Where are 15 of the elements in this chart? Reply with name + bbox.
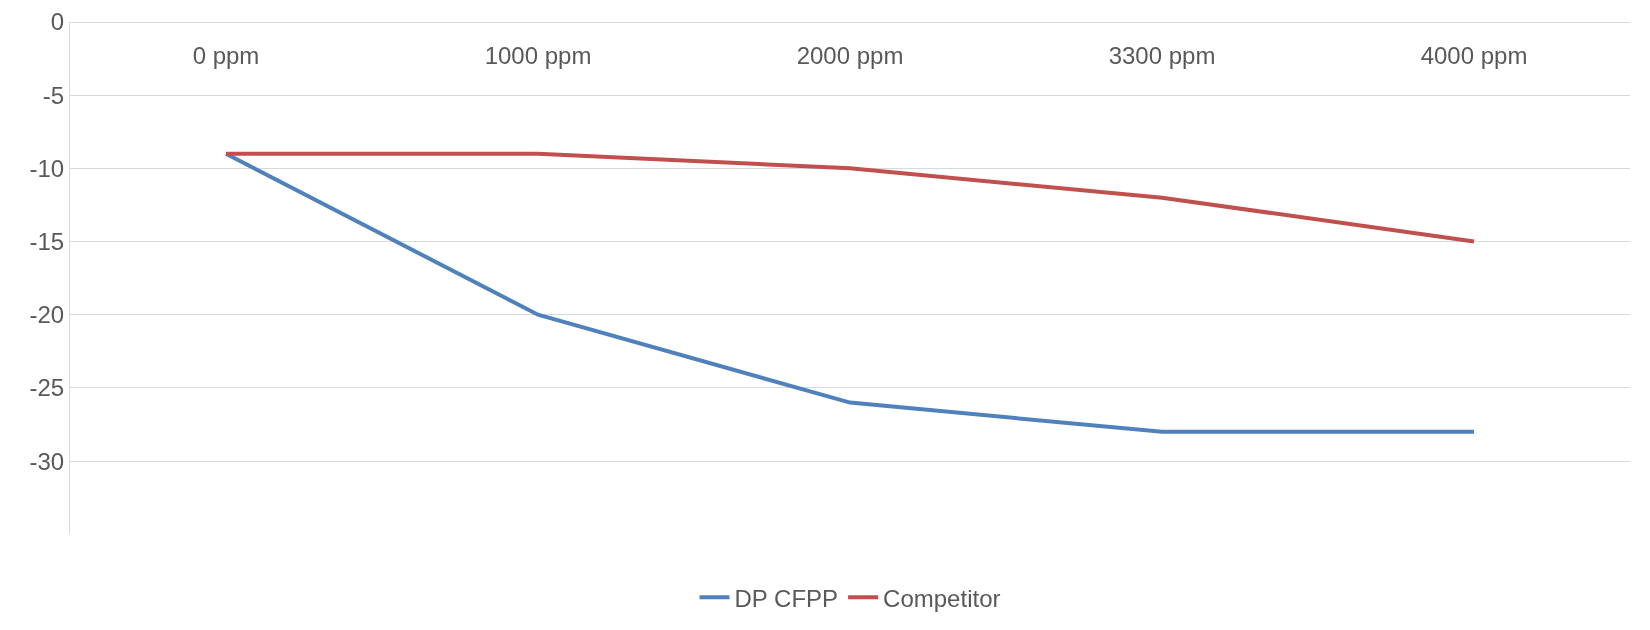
- y-tick-label: -30: [29, 447, 65, 475]
- y-tick-label: 0: [50, 8, 65, 36]
- line-series: [224, 151, 1476, 244]
- x-tick-label: 4000 ppm: [1420, 41, 1528, 69]
- y-tick-label: -20: [29, 301, 65, 329]
- x-tick-label: 0 ppm: [192, 41, 260, 69]
- legend-label: Competitor: [883, 584, 1001, 612]
- y-tick-label: -10: [29, 154, 65, 182]
- x-tick-label: 2000 ppm: [796, 41, 904, 69]
- y-tick-label: -15: [29, 227, 65, 255]
- y-tick-label: -5: [42, 81, 65, 109]
- y-tick-label: -25: [29, 374, 65, 402]
- x-tick-label: 3300 ppm: [1108, 41, 1216, 69]
- x-tick-label: 1000 ppm: [484, 41, 592, 69]
- legend-label: DP CFPP: [734, 584, 839, 612]
